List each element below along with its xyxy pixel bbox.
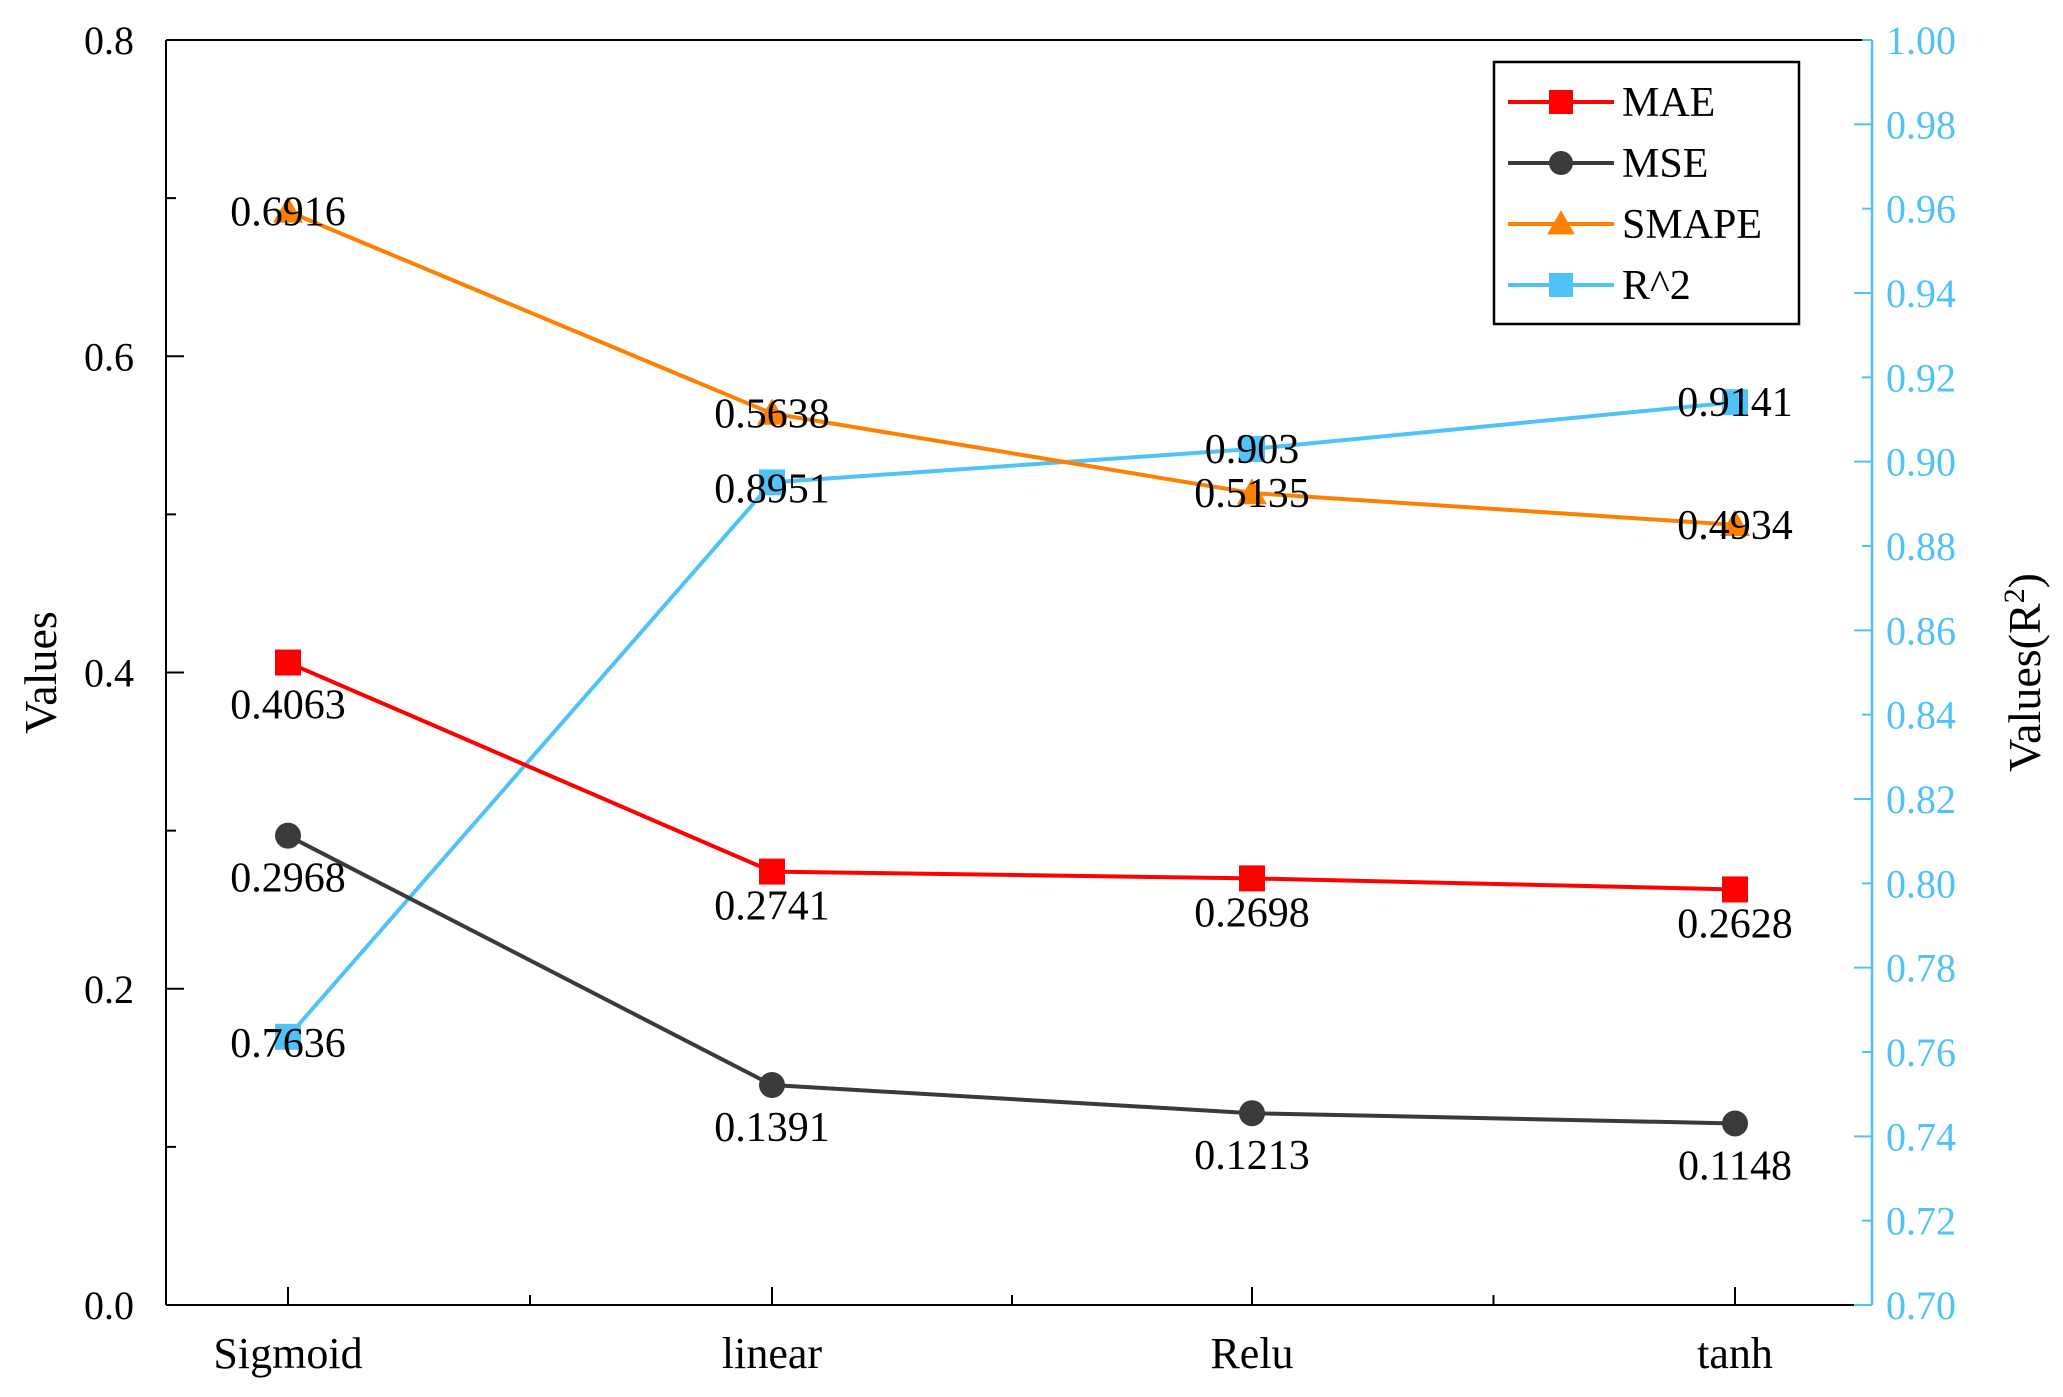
y2-tick-label: 0.70 — [1886, 1283, 1956, 1328]
data-label-mae-tanh: 0.2628 — [1677, 901, 1793, 947]
legend-marker-mae — [1549, 90, 1573, 114]
x-tick-label: tanh — [1697, 1329, 1773, 1378]
marker-mse-sigmoid — [275, 822, 301, 849]
y2-axis-title-base: Values(R — [1999, 603, 2050, 772]
legend-box — [1492, 60, 1801, 326]
data-label-r2-relu: 0.903 — [1205, 427, 1300, 473]
y2-tick-label: 0.80 — [1886, 861, 1956, 906]
x-tick-label: Relu — [1210, 1329, 1293, 1378]
y-tick-label: 0.0 — [84, 1283, 134, 1328]
data-label-mae-linear: 0.2741 — [714, 884, 830, 930]
y2-tick-label: 0.88 — [1886, 524, 1956, 569]
data-label-smape-tanh: 0.4934 — [1677, 503, 1793, 549]
y-tick-label: 0.8 — [84, 18, 134, 63]
data-label-mse-relu: 0.1213 — [1194, 1133, 1310, 1179]
y2-tick-label: 0.74 — [1886, 1114, 1956, 1159]
y2-tick-label: 0.84 — [1886, 693, 1956, 738]
y2-axis-title-superscript: 2 — [1998, 588, 2031, 603]
legend: MAE MSE SMAPE R^2 — [1492, 60, 1801, 326]
y2-tick-label: 0.76 — [1886, 1030, 1956, 1075]
y2-tick-label: 1.00 — [1886, 18, 1956, 63]
axes-group: 0.0 0.2 0.4 0.6 0.8 0.70 0.72 0.74 0.76 0.78 0.80 0… — [15, 18, 2050, 1378]
y2-tick-label: 0.92 — [1886, 355, 1956, 400]
y-tick-label: 0.2 — [84, 967, 134, 1012]
legend-label-r2: R^2 — [1622, 263, 1691, 309]
marker-mse-linear — [759, 1072, 785, 1099]
marker-mae-sigmoid — [275, 649, 301, 676]
data-label-r2-linear: 0.8951 — [714, 466, 830, 512]
marker-mse-relu — [1239, 1100, 1265, 1127]
marker-r2-tanh — [1722, 389, 1748, 416]
y-tick-label: 0.6 — [84, 334, 134, 379]
x-tick-label: linear — [722, 1329, 823, 1378]
y2-tick-label: 0.94 — [1886, 271, 1956, 316]
legend-label-smape: SMAPE — [1622, 202, 1762, 248]
data-label-r2-sigmoid: 0.7636 — [230, 1021, 346, 1067]
data-label-r2-tanh: 0.9141 — [1677, 380, 1793, 426]
series-line-mae — [287, 660, 1736, 892]
marker-r2-sigmoid — [275, 1023, 301, 1050]
marker-mae-tanh — [1722, 876, 1748, 903]
y2-tick-label: 0.78 — [1886, 946, 1956, 991]
y-tick-label: 0.4 — [84, 651, 134, 696]
data-label-smape-relu: 0.5135 — [1194, 471, 1310, 517]
legend-marker-smape — [1547, 210, 1575, 235]
y2-axis-title-close: ) — [1999, 573, 2050, 588]
marker-mae-relu — [1239, 865, 1265, 892]
y2-tick-label: 0.90 — [1886, 440, 1956, 485]
data-label-smape-linear: 0.5638 — [714, 391, 830, 437]
y2-axis-title: Values(R2) — [1998, 573, 2051, 772]
legend-marker-mse — [1549, 151, 1573, 175]
y2-tick-label: 0.72 — [1886, 1199, 1956, 1244]
data-label-mae-sigmoid: 0.4063 — [230, 683, 346, 729]
data-label-smape-sigmoid: 0.6916 — [230, 189, 346, 235]
x-tick-label: Sigmoid — [213, 1329, 362, 1378]
legend-label-mse: MSE — [1622, 141, 1708, 187]
data-label-mse-tanh: 0.1148 — [1678, 1143, 1792, 1189]
marker-smape-tanh — [1720, 509, 1750, 537]
y2-tick-label: 0.96 — [1886, 187, 1956, 232]
series-line-r2 — [286, 400, 1736, 1039]
series-line-smape — [287, 209, 1736, 527]
marker-r2-linear — [759, 469, 785, 496]
y-axis-title: Values — [15, 611, 66, 734]
data-label-mae-relu: 0.2698 — [1194, 890, 1310, 936]
marker-smape-linear — [757, 398, 787, 425]
data-labels-group: 0.7636 0.8951 0.903 0.9141 0.6916 0.5638 0.513… — [230, 189, 1793, 1189]
marker-mse-tanh — [1722, 1110, 1748, 1137]
legend-marker-r2 — [1549, 273, 1573, 297]
y2-tick-label: 0.82 — [1886, 777, 1956, 822]
marker-smape-relu — [1237, 478, 1267, 505]
legend-label-mae: MAE — [1622, 80, 1715, 126]
data-label-mse-linear: 0.1391 — [714, 1105, 830, 1151]
data-label-mse-sigmoid: 0.2968 — [230, 856, 346, 902]
marker-r2-relu — [1239, 436, 1265, 463]
series-group — [273, 196, 1750, 1137]
series-line-mse — [287, 833, 1736, 1126]
marker-smape-sigmoid — [273, 196, 303, 223]
y2-tick-label: 0.98 — [1886, 102, 1956, 147]
marker-mae-linear — [759, 858, 785, 885]
y2-tick-label: 0.86 — [1886, 608, 1956, 653]
